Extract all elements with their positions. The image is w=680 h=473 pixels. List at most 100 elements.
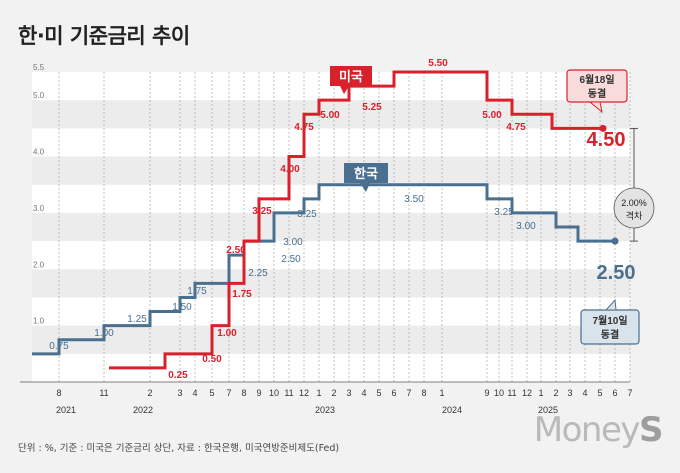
y-tick-label: 4.0	[33, 148, 45, 157]
korea-data-label: 0.75	[49, 341, 69, 352]
x-tick-label: 7	[406, 388, 411, 398]
legend-us-label: 미국	[339, 69, 363, 84]
gap-label: 격차	[626, 210, 643, 221]
legend-us-tag	[330, 66, 372, 86]
x-tick-label: 6	[391, 388, 396, 398]
x-tick-label: 3	[346, 388, 351, 398]
source-note: 단위 : %, 기준 : 미국은 기준금리 상단, 자료 : 한국은행, 미국연…	[18, 443, 340, 454]
y-tick-label: 3.0	[33, 204, 45, 213]
us-data-label: 2.50	[226, 245, 246, 256]
legend-us-pointer	[340, 86, 349, 94]
x-tick-label: 2	[553, 388, 558, 398]
x-tick-label: 2	[331, 388, 336, 398]
gap-value: 2.00%	[621, 198, 647, 208]
grid-band	[32, 269, 630, 298]
us-callout-status: 동결	[588, 87, 606, 100]
x-tick-label: 3	[177, 388, 182, 398]
korea-data-label: 3.25	[297, 209, 317, 220]
korea-callout-status: 동결	[601, 328, 619, 341]
us-data-label: 1.00	[217, 328, 237, 339]
us-data-label: 0.50	[202, 354, 222, 365]
us-data-label: 4.75	[294, 122, 314, 133]
x-tick-label: 9	[256, 388, 261, 398]
y-tick-label: 2.0	[33, 260, 45, 269]
grid-band	[32, 156, 630, 185]
series-us-end-point	[599, 124, 607, 132]
us-callout-pointer	[588, 101, 603, 114]
x-tick-label: 4	[192, 388, 197, 398]
grid-band	[32, 241, 630, 270]
x-year-label: 2021	[56, 405, 76, 415]
korea-data-label: 1.50	[172, 302, 192, 313]
korea-data-label: 3.00	[283, 237, 303, 248]
series-korea-end-point	[611, 237, 619, 245]
legend-korea-label: 한국	[354, 166, 378, 181]
korea-data-label: 3.50	[404, 194, 424, 205]
us-data-label: 3.25	[252, 206, 272, 217]
us-data-label: 5.25	[362, 102, 382, 113]
x-year-label: 2022	[133, 405, 153, 415]
legend-korea-pointer	[360, 183, 370, 192]
series-us-line	[109, 70, 603, 370]
x-tick-label: 5	[376, 388, 381, 398]
x-tick-label: 8	[241, 388, 246, 398]
korea-data-label: 1.25	[127, 314, 147, 325]
us-data-label: 5.00	[320, 110, 340, 121]
x-tick-label: 2	[147, 388, 152, 398]
x-tick-label: 8	[421, 388, 426, 398]
x-tick-label: 7	[627, 388, 632, 398]
chart-title: 한·미 기준금리 추이	[18, 24, 190, 48]
y-tick-label: 5.5	[33, 63, 45, 72]
x-tick-label: 3	[567, 388, 572, 398]
x-tick-label: 10	[269, 388, 279, 398]
x-tick-label: 1	[439, 388, 444, 398]
korea-data-label: 3.25	[494, 207, 514, 218]
x-tick-label: 9	[484, 388, 489, 398]
y-tick-label: 5.0	[33, 91, 45, 100]
x-tick-label: 1	[538, 388, 543, 398]
korea-data-label: 2.25	[248, 268, 268, 279]
x-tick-label: 1	[316, 388, 321, 398]
x-tick-label: 11	[284, 388, 293, 398]
korea-data-label: 2.50	[281, 254, 301, 265]
legend-korea-tag	[344, 163, 388, 183]
grid-band	[32, 297, 630, 326]
y-tick-label: 1.0	[33, 317, 45, 326]
us-data-label: 0.25	[168, 370, 188, 381]
x-tick-label: 4	[361, 388, 366, 398]
x-tick-label: 8	[56, 388, 61, 398]
us-data-label: 4.00	[280, 164, 300, 175]
x-year-label: 2024	[442, 405, 462, 415]
us-data-label: 5.00	[482, 110, 502, 121]
x-tick-label: 11	[507, 388, 516, 398]
x-tick-label: 10	[494, 388, 504, 398]
grid-band	[32, 128, 630, 157]
us-callout-date: 6월18일	[579, 73, 614, 86]
us-data-label: 4.75	[506, 122, 526, 133]
korea-callout-pointer	[604, 298, 617, 311]
gap-badge	[613, 187, 655, 229]
korea-latest-value: 2.50	[597, 262, 636, 284]
us-latest-value: 4.50	[587, 129, 626, 151]
us-data-label: 5.50	[428, 58, 448, 69]
korea-data-label: 1.75	[187, 286, 207, 297]
grid-band	[32, 212, 630, 242]
x-year-label: 2025	[538, 405, 558, 415]
x-tick-label: 4	[582, 388, 587, 398]
grid-band	[32, 184, 630, 213]
x-tick-label: 11	[99, 388, 108, 398]
korea-data-label: 1.00	[94, 328, 114, 339]
us-data-label: 1.75	[232, 289, 252, 300]
x-tick-label: 12	[522, 388, 532, 398]
x-tick-label: 12	[299, 388, 309, 398]
korea-callout-date: 7월10일	[592, 314, 627, 327]
brand-logo: MoneyS	[533, 410, 664, 450]
grid-band	[32, 325, 630, 354]
x-tick-label: 5	[597, 388, 602, 398]
x-tick-label: 6	[612, 388, 617, 398]
x-tick-label: 7	[226, 388, 231, 398]
x-year-label: 2023	[315, 405, 335, 415]
korea-data-label: 3.00	[516, 221, 536, 232]
x-tick-label: 5	[209, 388, 214, 398]
